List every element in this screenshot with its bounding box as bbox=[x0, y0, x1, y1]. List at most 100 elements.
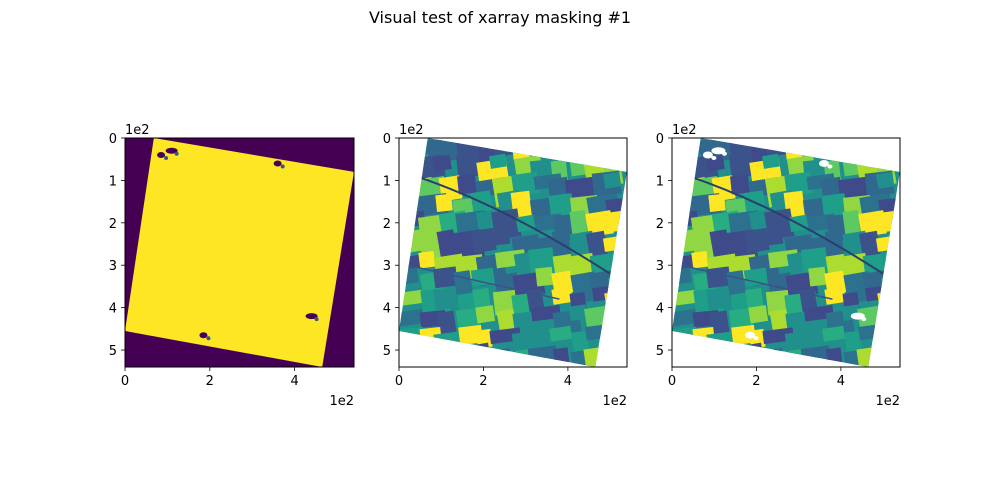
field-patch bbox=[691, 251, 709, 269]
field-patch bbox=[766, 230, 784, 246]
field-patch bbox=[535, 266, 554, 287]
x-tick-label: 2 bbox=[206, 374, 214, 389]
y-tick-label: 0 bbox=[383, 132, 391, 147]
image-area bbox=[399, 138, 627, 367]
y-tick-label: 5 bbox=[109, 344, 117, 359]
y-tick-label: 0 bbox=[656, 132, 664, 147]
field-patch bbox=[608, 273, 627, 303]
field-patch bbox=[475, 305, 496, 324]
field-patch bbox=[399, 140, 416, 160]
masked-patch bbox=[165, 147, 178, 154]
x-tick-label: 2 bbox=[752, 374, 760, 389]
field-patch bbox=[883, 208, 900, 232]
field-patch bbox=[672, 344, 698, 366]
y-tick-label: 1 bbox=[656, 174, 664, 189]
field-patch bbox=[841, 252, 869, 276]
field-patch bbox=[591, 285, 612, 302]
field-patch bbox=[603, 330, 627, 358]
field-patch bbox=[672, 308, 698, 327]
field-patch bbox=[585, 210, 614, 238]
field-patch bbox=[568, 252, 596, 276]
y-tick-label: 3 bbox=[383, 259, 391, 274]
field-patch bbox=[842, 210, 861, 236]
valid-footprint bbox=[125, 138, 354, 367]
field-patch bbox=[586, 138, 614, 157]
field-patch bbox=[552, 347, 570, 367]
x-tick-label: 0 bbox=[395, 374, 403, 389]
field-patch bbox=[881, 273, 900, 303]
field-patch bbox=[433, 287, 459, 310]
field-patch bbox=[399, 344, 425, 366]
y-axis-offset-label: 1e2 bbox=[672, 123, 697, 138]
field-patch bbox=[604, 288, 627, 318]
field-patch bbox=[765, 348, 786, 367]
field-patch bbox=[808, 266, 827, 287]
field-patch bbox=[492, 348, 513, 367]
field-patch bbox=[761, 153, 780, 169]
field-patch bbox=[435, 193, 453, 212]
field-patch bbox=[488, 153, 507, 169]
y-axis-offset-label: 1e2 bbox=[399, 123, 424, 138]
field-patch bbox=[610, 251, 627, 278]
field-patch bbox=[876, 330, 900, 358]
masked-patch bbox=[174, 151, 179, 156]
field-patch bbox=[728, 152, 754, 179]
field-patch bbox=[470, 267, 495, 287]
field-patch bbox=[418, 251, 436, 269]
field-patch bbox=[399, 289, 424, 306]
masked-patch bbox=[164, 155, 169, 160]
y-tick-label: 1 bbox=[383, 174, 391, 189]
x-tick-label: 0 bbox=[668, 374, 676, 389]
y-tick-label: 4 bbox=[656, 302, 664, 317]
field-patch bbox=[458, 342, 480, 362]
axes-frame bbox=[671, 137, 901, 368]
field-patch bbox=[432, 342, 463, 367]
field-patch bbox=[765, 289, 791, 316]
field-patch bbox=[745, 287, 764, 309]
masked-patch bbox=[206, 336, 211, 341]
field-patch bbox=[672, 140, 689, 160]
field-patch bbox=[551, 286, 573, 305]
field-patch bbox=[672, 289, 697, 306]
field-patch bbox=[748, 305, 769, 324]
field-patch bbox=[743, 267, 768, 287]
field-patch bbox=[496, 308, 517, 333]
image-area bbox=[125, 138, 354, 367]
field-patch bbox=[457, 174, 477, 195]
y-tick-label: 1 bbox=[109, 174, 117, 189]
field-patch bbox=[568, 138, 593, 155]
field-patch bbox=[824, 286, 846, 305]
field-patch bbox=[859, 138, 887, 157]
field-patch bbox=[569, 210, 588, 236]
y-tick-label: 2 bbox=[109, 217, 117, 232]
field-patch bbox=[692, 327, 717, 359]
field-patch bbox=[821, 193, 848, 217]
field-patch bbox=[511, 171, 540, 197]
y-tick-label: 4 bbox=[383, 302, 391, 317]
field-patch bbox=[419, 327, 444, 359]
field-patch bbox=[880, 310, 900, 342]
x-axis-offset-label: 1e2 bbox=[329, 394, 354, 409]
masked-hole bbox=[753, 336, 759, 341]
figure-title: Visual test of xarray masking #1 bbox=[368, 8, 632, 27]
field-patch bbox=[457, 292, 476, 313]
image-panel: 0 2 4 0 1 2 3 4 5 1e2 1e2 bbox=[383, 123, 628, 409]
masked-hole bbox=[702, 151, 713, 159]
field-patch bbox=[877, 288, 900, 318]
x-tick-label: 4 bbox=[564, 374, 572, 389]
y-axis-offset-label: 1e2 bbox=[125, 123, 150, 138]
field-patch bbox=[769, 308, 790, 333]
field-patch bbox=[730, 174, 750, 195]
masked-image-panel: 0 2 4 0 1 2 3 4 5 1e2 1e2 bbox=[656, 123, 901, 409]
field-patch bbox=[602, 171, 622, 189]
field-patch bbox=[825, 347, 843, 367]
field-patch bbox=[844, 330, 863, 353]
field-patch bbox=[568, 304, 588, 321]
field-patch bbox=[547, 176, 570, 197]
y-tick-label: 5 bbox=[383, 344, 391, 359]
masked-patch bbox=[273, 160, 282, 167]
x-tick-label: 0 bbox=[121, 374, 129, 389]
road-line bbox=[407, 264, 560, 300]
field-patch bbox=[841, 138, 866, 155]
field-patch bbox=[705, 155, 725, 172]
